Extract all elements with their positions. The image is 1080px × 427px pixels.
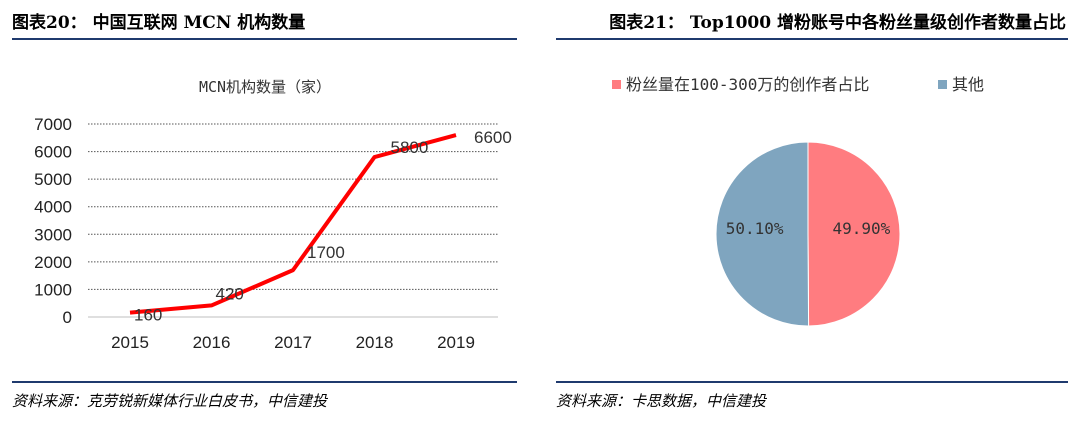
y-tick-label: 2000 (34, 253, 72, 272)
x-tick-label: 2018 (356, 333, 394, 352)
data-label: 420 (216, 284, 244, 303)
left-source-note: 资料来源：克劳锐新媒体行业白皮书，中信建投 (12, 392, 328, 410)
right-source-note: 资料来源：卡思数据，中信建投 (556, 392, 767, 410)
line-chart-title: MCN机构数量（家） (199, 78, 331, 96)
data-label: 6600 (474, 128, 512, 147)
x-tick-label: 2019 (437, 333, 475, 352)
pie-data-label: 50.10% (726, 219, 784, 238)
data-label: 160 (134, 306, 162, 325)
pie-chart: 粉丝量在100-300万的创作者占比 其他 49.90% 50.10% (612, 75, 984, 327)
legend-label: 其他 (952, 75, 984, 94)
legend-swatch (938, 80, 947, 89)
pie-slice (807, 141, 901, 327)
y-tick-label: 7000 (34, 115, 72, 134)
left-top-rule (12, 38, 517, 40)
y-tick-label: 1000 (34, 280, 72, 299)
data-label: 1700 (307, 243, 345, 262)
y-tick-label: 5000 (34, 170, 72, 189)
right-figure-title: 图表21： Top1000 增粉账号中各粉丝量级创作者数量占比 (609, 13, 1066, 33)
y-tick-label: 6000 (34, 143, 72, 162)
y-tick-label: 3000 (34, 225, 72, 244)
x-tick-label: 2017 (274, 333, 312, 352)
series-line (129, 133, 457, 315)
right-top-rule (556, 38, 1068, 40)
pie-slice (715, 141, 810, 327)
y-tick-label: 4000 (34, 198, 72, 217)
pie-data-label: 49.90% (832, 219, 890, 238)
right-bottom-rule (556, 381, 1068, 383)
legend-swatch (612, 80, 621, 89)
left-figure-title: 图表20： 中国互联网 MCN 机构数量 (12, 13, 306, 33)
left-bottom-rule (12, 381, 517, 383)
data-label: 5800 (391, 138, 429, 157)
y-tick-label: 0 (63, 308, 72, 327)
x-tick-label: 2015 (111, 333, 149, 352)
x-tick-label: 2016 (193, 333, 231, 352)
legend-label: 粉丝量在100-300万的创作者占比 (626, 75, 869, 94)
line-chart: MCN机构数量（家） 0 1000 2000 3000 4000 5000 6000 7000 2… (34, 78, 512, 352)
